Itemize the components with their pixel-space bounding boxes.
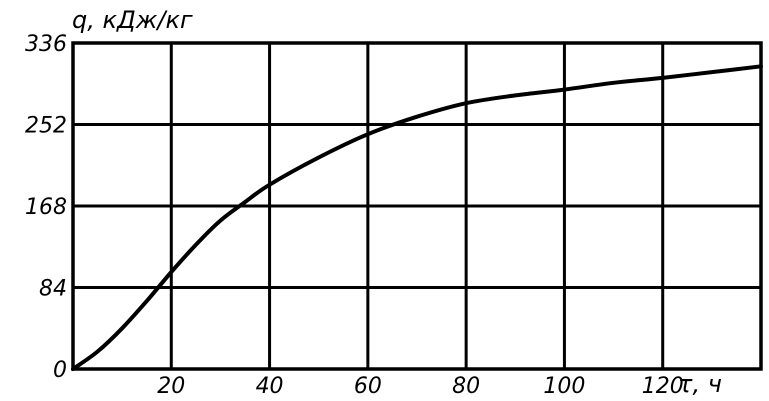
x-tick-label: 120 [642,374,684,399]
x-tick-label: 100 [543,374,585,399]
y-tick-label: 168 [25,195,67,220]
x-tick-label: 80 [452,374,480,399]
y-tick-labels: 0 84 168 252 336 [25,32,67,383]
y-tick-label: 252 [25,114,67,139]
x-tick-labels: 20 40 60 80 100 120 [157,374,683,399]
x-tick-label: 60 [354,374,382,399]
x-tick-label: 20 [157,374,185,399]
x-axis-label: τ, ч [678,370,722,398]
grid [73,43,761,369]
y-axis-label: q, кДж/кг [72,6,193,34]
y-tick-label: 0 [53,358,67,383]
y-tick-label: 84 [39,277,67,302]
series-line-q [71,64,763,371]
x-tick-label: 40 [256,374,284,399]
plot-frame [71,41,763,371]
y-tick-label: 336 [25,32,67,57]
